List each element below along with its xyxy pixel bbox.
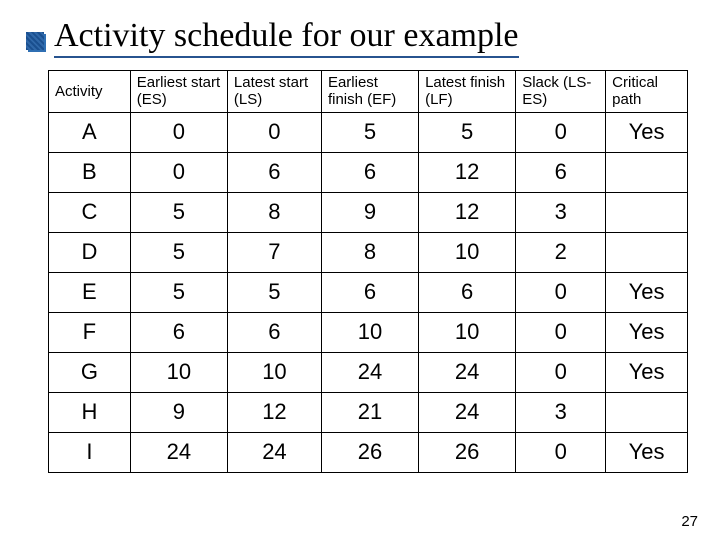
cell-es: 24 [130,432,227,472]
table-row: F6610100Yes [49,312,688,352]
cell-es: 5 [130,192,227,232]
cell-ls: 24 [227,432,321,472]
cell-critical [606,392,688,432]
cell-lf: 12 [419,152,516,192]
cell-activity: A [49,112,131,152]
cell-lf: 24 [419,352,516,392]
cell-ef: 6 [321,272,418,312]
col-critical: Critical path [606,70,688,112]
cell-activity: E [49,272,131,312]
cell-lf: 10 [419,232,516,272]
cell-ls: 12 [227,392,321,432]
col-activity: Activity [49,70,131,112]
table-row: A00550Yes [49,112,688,152]
col-es: Earliest start (ES) [130,70,227,112]
cell-es: 5 [130,272,227,312]
cell-activity: G [49,352,131,392]
title-row: Activity schedule for our example [26,18,694,58]
table-body: A00550YesB066126C589123D578102E55660YesF… [49,112,688,472]
cell-ls: 10 [227,352,321,392]
cell-slack: 3 [516,392,606,432]
cell-ef: 21 [321,392,418,432]
cell-activity: F [49,312,131,352]
cell-ef: 8 [321,232,418,272]
cell-es: 0 [130,112,227,152]
cell-critical: Yes [606,432,688,472]
cell-lf: 24 [419,392,516,432]
table-row: G101024240Yes [49,352,688,392]
col-ls: Latest start (LS) [227,70,321,112]
cell-activity: H [49,392,131,432]
cell-slack: 0 [516,352,606,392]
cell-ls: 6 [227,312,321,352]
cell-ef: 24 [321,352,418,392]
cell-critical: Yes [606,112,688,152]
page-title: Activity schedule for our example [54,18,519,58]
cell-activity: B [49,152,131,192]
cell-critical: Yes [606,312,688,352]
cell-es: 6 [130,312,227,352]
cell-ls: 8 [227,192,321,232]
cell-activity: D [49,232,131,272]
cell-activity: C [49,192,131,232]
schedule-table: Activity Earliest start (ES) Latest star… [48,70,688,473]
cell-es: 5 [130,232,227,272]
table-row: H91221243 [49,392,688,432]
cell-ls: 7 [227,232,321,272]
cell-critical: Yes [606,352,688,392]
cell-es: 10 [130,352,227,392]
table-row: B066126 [49,152,688,192]
cell-ef: 9 [321,192,418,232]
cell-critical [606,152,688,192]
table-row: C589123 [49,192,688,232]
cell-lf: 5 [419,112,516,152]
cell-ls: 0 [227,112,321,152]
cell-ls: 6 [227,152,321,192]
cell-critical [606,232,688,272]
table-row: D578102 [49,232,688,272]
cell-ls: 5 [227,272,321,312]
bullet-icon [26,32,44,50]
cell-ef: 26 [321,432,418,472]
cell-lf: 10 [419,312,516,352]
page-number: 27 [681,513,698,530]
cell-activity: I [49,432,131,472]
cell-ef: 6 [321,152,418,192]
cell-lf: 12 [419,192,516,232]
cell-lf: 6 [419,272,516,312]
cell-es: 0 [130,152,227,192]
cell-slack: 0 [516,432,606,472]
col-ef: Earliest finish (EF) [321,70,418,112]
cell-slack: 0 [516,112,606,152]
cell-ef: 5 [321,112,418,152]
cell-ef: 10 [321,312,418,352]
col-slack: Slack (LS-ES) [516,70,606,112]
cell-es: 9 [130,392,227,432]
cell-slack: 2 [516,232,606,272]
cell-critical [606,192,688,232]
table-row: E55660Yes [49,272,688,312]
slide: Activity schedule for our example Activi… [0,0,720,540]
col-lf: Latest finish (LF) [419,70,516,112]
cell-slack: 3 [516,192,606,232]
cell-lf: 26 [419,432,516,472]
cell-slack: 0 [516,312,606,352]
table-head: Activity Earliest start (ES) Latest star… [49,70,688,112]
cell-critical: Yes [606,272,688,312]
cell-slack: 6 [516,152,606,192]
table-row: I242426260Yes [49,432,688,472]
cell-slack: 0 [516,272,606,312]
